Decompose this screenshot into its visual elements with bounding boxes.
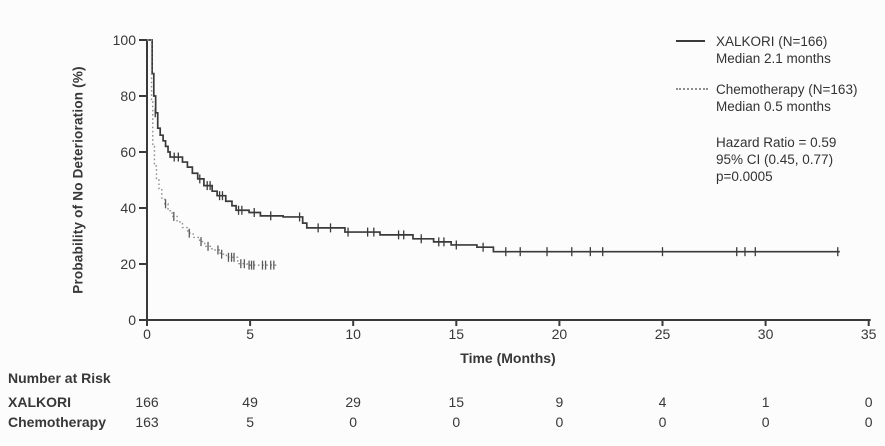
y-tick-label: 80	[120, 88, 136, 104]
y-tick-label: 40	[120, 200, 136, 216]
risk-table-header: Number at Risk	[8, 370, 111, 386]
risk-count-cell: 0	[452, 414, 461, 430]
risk-count-cell: 5	[246, 414, 254, 430]
hazard-ratio-text: Hazard Ratio = 0.59	[716, 135, 837, 150]
risk-count-cell: 163	[135, 414, 159, 430]
x-axis-title: Time (Months)	[460, 350, 556, 366]
y-tick-label: 100	[112, 32, 136, 48]
x-tick-label: 35	[860, 326, 877, 342]
risk-count-cell: 0	[555, 414, 564, 430]
risk-count-cell: 29	[345, 394, 361, 410]
risk-count-cell: 49	[242, 394, 258, 410]
y-tick-label: 0	[128, 312, 136, 328]
y-tick-label: 60	[120, 144, 136, 160]
x-tick-label: 25	[654, 326, 671, 342]
risk-count-cell: 0	[761, 414, 770, 430]
stats-annotation-block: Hazard Ratio = 0.59 95% CI (0.45, 0.77) …	[716, 134, 836, 185]
risk-count-cell: 15	[448, 394, 465, 410]
km-curve-xalkori	[147, 39, 840, 253]
confidence-interval-text: 95% CI (0.45, 0.77)	[716, 152, 834, 167]
x-tick-label: 10	[345, 326, 361, 342]
risk-row-label-xalkori: XALKORI	[8, 394, 71, 410]
p-value-text: p=0.0005	[716, 169, 773, 184]
legend-median-chemotherapy: Median 0.5 months	[716, 99, 831, 114]
risk-count-cell: 0	[349, 414, 358, 430]
x-tick-label: 0	[143, 326, 151, 342]
risk-count-cell: 9	[555, 394, 564, 410]
risk-count-cell: 4	[658, 394, 667, 410]
legend-median-xalkori: Median 2.1 months	[716, 51, 831, 66]
risk-count-cell: 166	[135, 394, 159, 410]
risk-count-cell: 0	[864, 414, 873, 430]
risk-row-label-chemotherapy: Chemotherapy	[8, 414, 107, 430]
risk-count-cell: 0	[658, 414, 667, 430]
x-tick-label: 20	[551, 326, 568, 342]
risk-count-cell: 0	[864, 394, 873, 410]
legend-label-xalkori: XALKORI (N=166)	[716, 34, 828, 49]
risk-count-cell: 1	[761, 394, 770, 410]
legend-entry-chemotherapy: Chemotherapy (N=163) Median 0.5 months	[716, 81, 857, 115]
x-tick-label: 15	[448, 326, 465, 342]
y-tick-label: 20	[120, 256, 136, 272]
y-axis-title: Probability of No Deterioration (%)	[70, 66, 86, 294]
x-tick-label: 30	[757, 326, 774, 342]
chemotherapy-dotted-line-swatch-icon	[676, 88, 708, 90]
km-curve-chemotherapy	[147, 39, 277, 266]
xalkori-solid-line-swatch-icon	[676, 40, 705, 42]
legend-label-chemotherapy: Chemotherapy (N=163)	[716, 82, 858, 97]
legend-entry-xalkori: XALKORI (N=166) Median 2.1 months	[716, 33, 831, 67]
x-tick-label: 5	[246, 326, 254, 342]
